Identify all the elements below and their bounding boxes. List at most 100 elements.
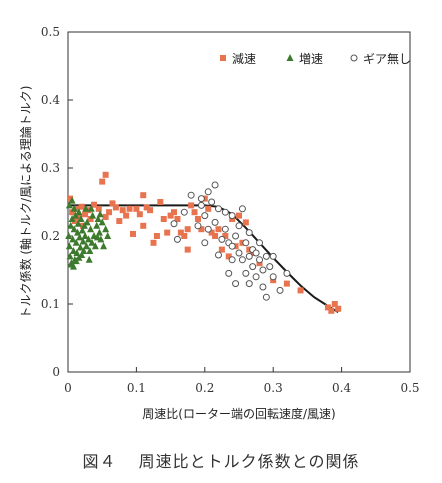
point-series-1 [225,253,232,260]
data-points [65,171,342,314]
y-tick-label: 0.4 [41,93,60,107]
point-series-1 [109,200,116,207]
point-series-2 [72,238,80,246]
point-series-1 [215,226,222,233]
point-series-1 [67,195,74,202]
point-series-3 [187,191,195,199]
point-series-3 [242,269,250,277]
point-series-3 [228,212,236,220]
point-series-2 [89,211,97,219]
figure-caption: 図４ 周速比とトルク係数との関係 [0,448,442,472]
point-series-1 [167,212,174,219]
point-series-1 [147,207,154,214]
point-series-3 [214,251,222,259]
point-series-3 [249,263,257,271]
figure-number: 図４ [82,452,117,471]
point-series-3 [256,256,264,264]
point-series-1 [143,204,150,211]
point-series-2 [65,232,73,239]
x-tick-label: 0.4 [332,381,351,395]
plot-frame [67,31,411,373]
point-series-2 [86,246,94,254]
point-series-1 [90,201,97,208]
point-series-1 [78,203,85,210]
point-series-3 [211,218,219,226]
point-series-1 [181,233,188,239]
point-series-3 [235,222,243,230]
point-series-2 [80,246,88,254]
point-series-2 [85,255,93,263]
torque-coefficient-chart: 0 0.1 0.2 0.3 0.4 0.5 0 0.1 0.2 0.3 0.4 0.5 減速 増速 ギア無… [18,25,420,421]
point-series-3 [238,205,246,213]
point-series-3 [221,208,229,216]
point-series-1 [102,213,109,220]
point-series-1 [87,216,94,222]
point-series-1 [174,216,181,222]
point-series-2 [93,233,101,241]
legend-marker-series-2 [286,54,294,61]
legend: 減速 増速 ギア無し [220,51,411,66]
figure-title: 周速比とトルク係数との関係 [138,452,360,471]
point-series-1 [140,192,147,199]
point-series-2 [73,249,81,256]
point-series-1 [194,216,201,222]
point-series-2 [66,252,74,260]
point-series-2 [102,225,110,233]
point-series-1 [150,239,157,246]
y-tick-label: 0.5 [41,25,60,39]
point-series-2 [77,215,85,222]
point-series-1 [212,233,219,239]
point-series-3 [218,235,226,243]
point-series-3 [256,239,264,247]
point-series-1 [75,213,82,220]
point-series-1 [242,219,249,226]
point-series-3 [194,222,202,230]
point-series-3 [214,205,222,213]
point-series-2 [93,221,101,229]
y-tick-label: 0.3 [41,161,60,175]
point-series-2 [76,243,84,251]
point-series-1 [112,204,119,211]
point-series-3 [252,273,260,281]
point-series-1 [95,205,102,212]
point-series-2 [65,242,73,250]
point-series-1 [136,211,143,218]
point-series-1 [335,305,342,312]
x-tick-label: 0 [64,381,72,395]
point-series-2 [83,218,91,226]
x-tick-label: 0.2 [195,381,214,395]
point-series-1 [191,209,198,216]
point-series-2 [85,235,93,243]
point-series-3 [204,188,212,196]
point-series-3 [228,242,236,250]
point-series-3 [201,212,209,220]
point-series-1 [218,246,225,253]
y-tick-label: 0.2 [41,229,60,243]
point-series-2 [104,232,112,239]
x-tick-label: 0.1 [127,381,146,395]
point-series-3 [252,249,260,257]
point-series-2 [78,226,86,234]
point-series-1 [140,222,147,229]
point-series-3 [238,256,246,264]
legend-marker-series-1 [220,55,226,61]
point-series-1 [153,233,160,239]
point-series-2 [97,235,105,243]
point-series-2 [96,210,104,218]
point-series-1 [116,218,123,225]
point-series-3 [269,273,277,281]
point-series-2 [100,242,108,250]
point-series-3 [180,208,188,216]
point-series-2 [68,196,76,204]
legend-label-series-3: ギア無し [363,51,411,66]
point-series-1 [236,212,242,219]
point-series-1 [324,304,331,311]
point-series-2 [79,237,87,245]
point-series-1 [283,280,290,287]
point-series-1 [328,307,335,314]
point-series-3 [197,195,205,203]
point-series-3 [242,239,250,247]
legend-label-series-2: 増速 [299,52,323,66]
point-series-1 [297,287,304,294]
point-series-3 [235,249,243,257]
